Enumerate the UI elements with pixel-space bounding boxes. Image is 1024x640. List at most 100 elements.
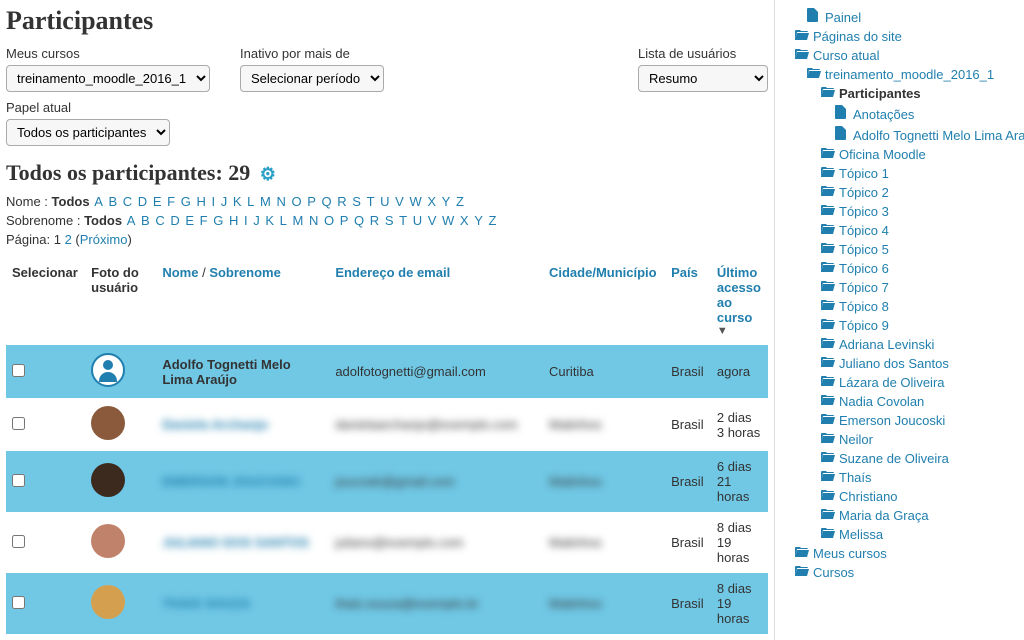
inactive-select[interactable]: Selecionar período xyxy=(240,65,384,92)
nav-link[interactable]: treinamento_moodle_2016_1 xyxy=(825,67,994,82)
user-name-link[interactable]: EMERSON JOUCOSKI xyxy=(162,474,299,489)
alpha-letter-O[interactable]: O xyxy=(291,194,301,209)
avatar[interactable] xyxy=(91,406,125,440)
nav-link[interactable]: Tópico 7 xyxy=(839,280,889,295)
nav-link[interactable]: Tópico 6 xyxy=(839,261,889,276)
row-select-checkbox[interactable] xyxy=(12,417,25,430)
nav-link[interactable]: Painel xyxy=(825,10,861,25)
alpha-letter-H[interactable]: H xyxy=(229,213,238,228)
role-select[interactable]: Todos os participantes xyxy=(6,119,170,146)
alpha-letter-J[interactable]: J xyxy=(253,213,260,228)
nav-link[interactable]: Tópico 5 xyxy=(839,242,889,257)
nav-link[interactable]: Anotações xyxy=(853,107,914,122)
avatar[interactable] xyxy=(91,524,125,558)
avatar[interactable] xyxy=(91,353,125,387)
alpha-letter-O[interactable]: O xyxy=(324,213,334,228)
nav-link[interactable]: Adriana Levinski xyxy=(839,337,934,352)
alpha-letter-L[interactable]: L xyxy=(247,194,254,209)
nav-link[interactable]: Suzane de Oliveira xyxy=(839,451,949,466)
alpha-letter-A[interactable]: A xyxy=(94,194,103,209)
avatar[interactable] xyxy=(91,463,125,497)
header-country-link[interactable]: País xyxy=(671,265,698,280)
row-select-checkbox[interactable] xyxy=(12,474,25,487)
user-list-select[interactable]: Resumo xyxy=(638,65,768,92)
alpha-letter-C[interactable]: C xyxy=(123,194,132,209)
avatar[interactable] xyxy=(91,585,125,619)
header-name-link[interactable]: Nome xyxy=(162,265,198,280)
header-email-link[interactable]: Endereço de email xyxy=(335,265,450,280)
alpha-letter-G[interactable]: G xyxy=(181,194,191,209)
pagination-next[interactable]: Próximo xyxy=(80,232,128,247)
alpha-letter-K[interactable]: K xyxy=(265,213,274,228)
alpha-letter-X[interactable]: X xyxy=(460,213,469,228)
nav-link[interactable]: Tópico 2 xyxy=(839,185,889,200)
alpha-letter-F[interactable]: F xyxy=(200,213,208,228)
user-name-link[interactable]: JULIANO DOS SANTOS xyxy=(162,535,308,550)
my-courses-select[interactable]: treinamento_moodle_2016_1 xyxy=(6,65,210,92)
alpha-letter-N[interactable]: N xyxy=(276,194,285,209)
nav-link[interactable]: Oficina Moodle xyxy=(839,147,926,162)
alpha-letter-F[interactable]: F xyxy=(167,194,175,209)
alpha-letter-E[interactable]: E xyxy=(153,194,162,209)
alpha-letter-Z[interactable]: Z xyxy=(489,213,497,228)
gear-icon[interactable]: ⚙ xyxy=(260,164,276,184)
alpha-letter-U[interactable]: U xyxy=(380,194,389,209)
nav-link[interactable]: Curso atual xyxy=(813,48,879,63)
nav-link[interactable]: Maria da Graça xyxy=(839,508,929,523)
nav-link[interactable]: Páginas do site xyxy=(813,29,902,44)
alpha-letter-D[interactable]: D xyxy=(170,213,179,228)
header-surname-link[interactable]: Sobrenome xyxy=(209,265,281,280)
nav-link[interactable]: Thaís xyxy=(839,470,872,485)
alpha-letter-P[interactable]: P xyxy=(307,194,316,209)
alpha-letter-C[interactable]: C xyxy=(155,213,164,228)
alpha-letter-X[interactable]: X xyxy=(427,194,436,209)
nav-link[interactable]: Lázara de Oliveira xyxy=(839,375,945,390)
alpha-letter-B[interactable]: B xyxy=(108,194,117,209)
alpha-letter-W[interactable]: W xyxy=(442,213,454,228)
alpha-letter-I[interactable]: I xyxy=(244,213,248,228)
nav-link-current[interactable]: Participantes xyxy=(839,86,921,101)
row-select-checkbox[interactable] xyxy=(12,596,25,609)
nav-link[interactable]: Tópico 4 xyxy=(839,223,889,238)
alpha-letter-Q[interactable]: Q xyxy=(322,194,332,209)
alpha-letter-M[interactable]: M xyxy=(260,194,271,209)
nav-link[interactable]: Adolfo Tognetti Melo Lima Araújo xyxy=(853,128,1024,143)
row-select-checkbox[interactable] xyxy=(12,535,25,548)
nav-link[interactable]: Neilor xyxy=(839,432,873,447)
alpha-letter-L[interactable]: L xyxy=(280,213,287,228)
alpha-letter-R[interactable]: R xyxy=(337,194,346,209)
header-last-link[interactable]: Último acesso ao curso xyxy=(717,265,761,325)
alpha-letter-S[interactable]: S xyxy=(352,194,361,209)
alpha-letter-V[interactable]: V xyxy=(395,194,404,209)
nav-link[interactable]: Melissa xyxy=(839,527,883,542)
alpha-letter-U[interactable]: U xyxy=(413,213,422,228)
alpha-letter-T[interactable]: T xyxy=(367,194,375,209)
header-city-link[interactable]: Cidade/Município xyxy=(549,265,657,280)
alpha-letter-K[interactable]: K xyxy=(233,194,242,209)
alpha-letter-Y[interactable]: Y xyxy=(474,213,483,228)
alpha-letter-Z[interactable]: Z xyxy=(456,194,464,209)
alpha-letter-W[interactable]: W xyxy=(409,194,421,209)
pagination-page-2[interactable]: 2 xyxy=(65,232,72,247)
nav-link[interactable]: Emerson Joucoski xyxy=(839,413,945,428)
nav-link[interactable]: Christiano xyxy=(839,489,898,504)
alpha-letter-E[interactable]: E xyxy=(185,213,194,228)
user-name-link[interactable]: THAIS SOUZA xyxy=(162,596,250,611)
alpha-letter-H[interactable]: H xyxy=(196,194,205,209)
nav-link[interactable]: Cursos xyxy=(813,565,854,580)
alpha-letter-B[interactable]: B xyxy=(141,213,150,228)
user-name-link[interactable]: Daniela Archanjo xyxy=(162,417,268,432)
alpha-letter-J[interactable]: J xyxy=(221,194,228,209)
alpha-letter-N[interactable]: N xyxy=(309,213,318,228)
alpha-letter-Y[interactable]: Y xyxy=(442,194,451,209)
nav-link[interactable]: Meus cursos xyxy=(813,546,887,561)
alpha-letter-G[interactable]: G xyxy=(213,213,223,228)
alpha-letter-I[interactable]: I xyxy=(211,194,215,209)
nav-link[interactable]: Tópico 1 xyxy=(839,166,889,181)
alpha-letter-T[interactable]: T xyxy=(399,213,407,228)
alpha-letter-R[interactable]: R xyxy=(370,213,379,228)
user-name-link[interactable]: Adolfo Tognetti Melo Lima Araújo xyxy=(162,357,290,387)
alpha-letter-Q[interactable]: Q xyxy=(354,213,364,228)
alpha-letter-D[interactable]: D xyxy=(138,194,147,209)
alpha-letter-M[interactable]: M xyxy=(293,213,304,228)
